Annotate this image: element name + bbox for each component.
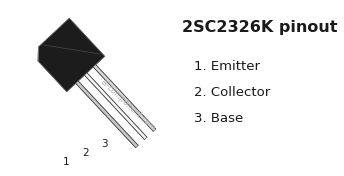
- Text: 2: 2: [83, 148, 89, 158]
- Text: el-component.com: el-component.com: [99, 77, 157, 133]
- Polygon shape: [38, 18, 105, 92]
- Polygon shape: [93, 65, 156, 131]
- Polygon shape: [85, 73, 147, 140]
- Text: 2SC2326K pinout: 2SC2326K pinout: [182, 20, 337, 35]
- Polygon shape: [76, 81, 138, 148]
- Text: 3. Base: 3. Base: [194, 112, 243, 125]
- Text: 2. Collector: 2. Collector: [194, 86, 270, 99]
- Text: 1: 1: [63, 157, 69, 167]
- Text: 1. Emitter: 1. Emitter: [194, 60, 260, 73]
- Text: 3: 3: [101, 139, 107, 149]
